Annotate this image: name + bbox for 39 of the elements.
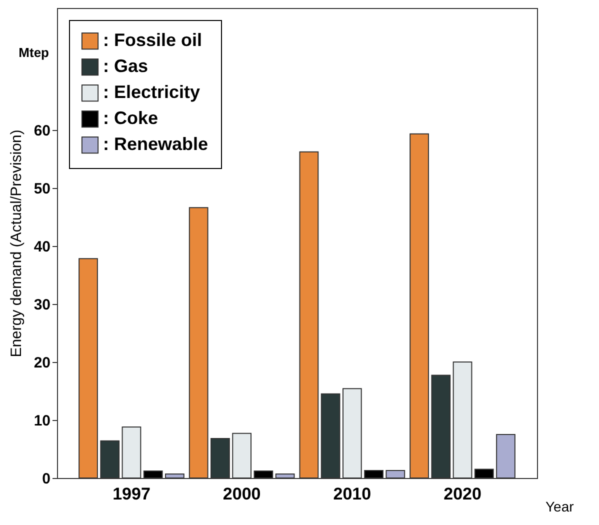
bar [320, 393, 340, 478]
legend-label: : Gas [103, 56, 148, 76]
x-tick-label: 2010 [333, 484, 372, 504]
bar [254, 470, 274, 478]
bar [165, 473, 184, 478]
bar [232, 432, 252, 478]
bar [100, 440, 120, 478]
bar [275, 473, 295, 478]
bar [386, 470, 406, 478]
legend-label: : Renewable [103, 134, 208, 154]
y-tick-label: 40 [34, 238, 50, 256]
bar [474, 468, 494, 478]
bar [410, 133, 429, 478]
y-tick-label: 20 [34, 354, 50, 372]
x-axis-title: Year [546, 498, 574, 514]
legend-label: : Electricity [103, 82, 200, 102]
x-tick-label: 2000 [222, 484, 261, 504]
bar [122, 426, 142, 478]
bar [299, 151, 319, 478]
text: Mtep [18, 45, 50, 60]
y-tick-label: 50 [34, 180, 50, 198]
legend-label: : Fossile oil [103, 30, 202, 50]
x-tick-label: 2020 [444, 484, 482, 504]
bar [342, 388, 362, 478]
bar [143, 470, 163, 478]
bar [496, 434, 516, 478]
x-tick-label: 1997 [112, 484, 150, 504]
bar [188, 207, 208, 478]
bar [452, 361, 472, 478]
y-tick-label: 10 [34, 412, 50, 430]
bar [78, 258, 98, 478]
legend-label: : Coke [103, 108, 158, 128]
y-tick-label: 60 [34, 122, 50, 140]
y-axis-title: Energy demand (Actual/Prevision) [8, 130, 25, 358]
bar [431, 374, 451, 478]
y-tick-label: 30 [34, 296, 50, 314]
y-tick-label: 0 [42, 470, 50, 488]
bar [364, 470, 384, 478]
bar [210, 438, 230, 478]
